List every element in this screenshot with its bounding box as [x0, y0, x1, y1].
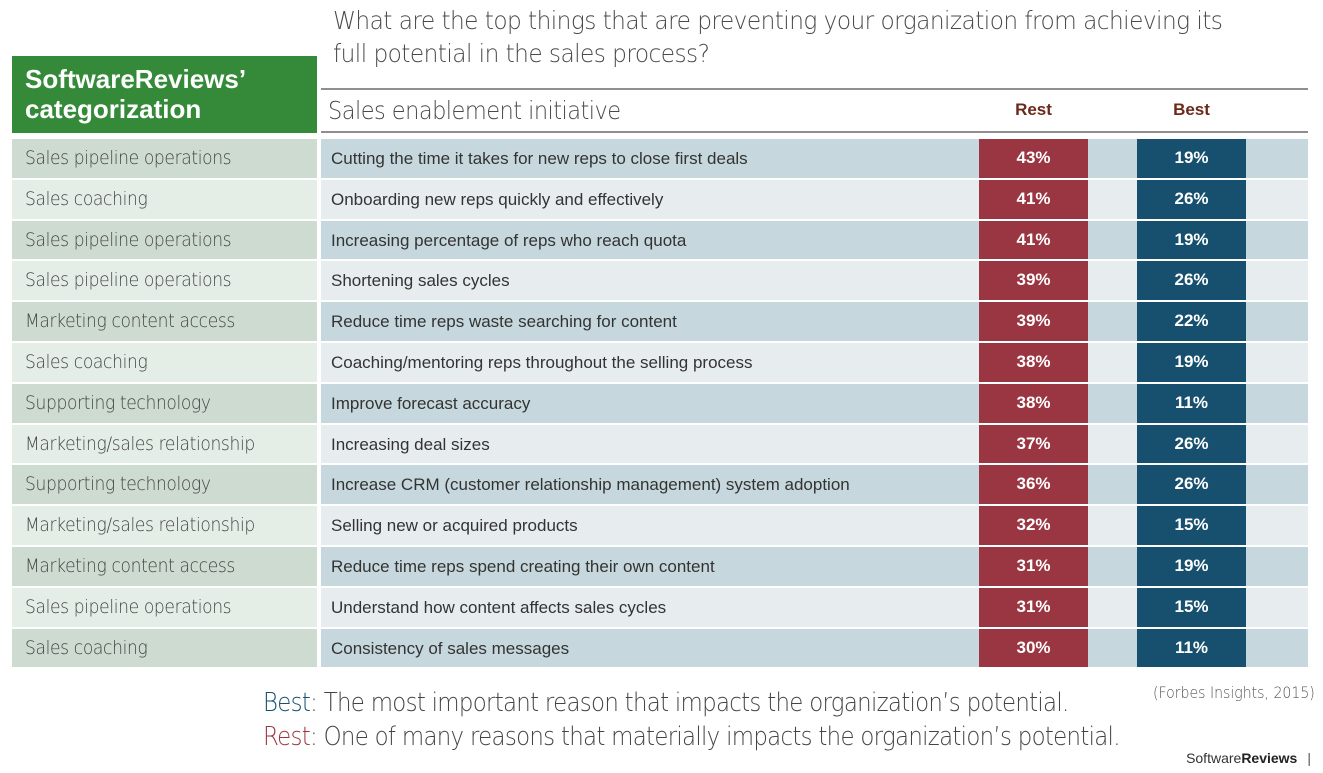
brand-bold: Reviews — [1241, 750, 1298, 766]
category-cell: Marketing/sales relationship — [12, 506, 317, 545]
rest-value-bar: 31% — [979, 587, 1088, 627]
table-row: Sales pipeline operations Shortening sal… — [12, 261, 1308, 301]
best-value-bar: 15% — [1137, 587, 1246, 627]
rest-value-bar: 36% — [979, 465, 1088, 505]
legend: Best: The most important reason that imp… — [263, 686, 1120, 754]
category-cell: Marketing content access — [12, 546, 317, 586]
rest-column-header: Rest — [1015, 100, 1052, 119]
category-cell: Sales pipeline operations — [12, 261, 317, 301]
initiative-column-header: Sales enablement initiative — [328, 96, 621, 125]
brand-separator: | — [1307, 750, 1311, 766]
category-cell: Marketing/sales relationship — [12, 424, 317, 464]
best-value-bar: 19% — [1137, 220, 1246, 260]
best-value-bar: 26% — [1137, 179, 1246, 219]
table-row: Sales coaching Onboarding new reps quick… — [12, 179, 1308, 219]
brand-footer: SoftwareReviews | — [1186, 750, 1311, 766]
data-table-body: Sales pipeline operations Cutting the ti… — [12, 139, 1308, 669]
best-value-bar: 26% — [1137, 424, 1246, 464]
category-cell: Sales coaching — [12, 342, 317, 382]
rest-value-bar: 39% — [979, 302, 1088, 341]
table-row: Supporting technology Improve forecast a… — [12, 383, 1308, 423]
rest-value-bar: 37% — [979, 424, 1088, 464]
table-row: Sales pipeline operations Increasing per… — [12, 220, 1308, 260]
category-cell: Marketing content access — [12, 302, 317, 341]
category-cell: Sales coaching — [12, 179, 317, 219]
rest-value-bar: 32% — [979, 506, 1088, 545]
best-value-bar: 11% — [1137, 383, 1246, 423]
best-value-bar: 19% — [1137, 342, 1246, 382]
header-bottom-divider — [321, 131, 1308, 133]
header-top-divider — [321, 88, 1308, 90]
table-row: Marketing/sales relationship Increasing … — [12, 424, 1308, 464]
best-value-bar: 22% — [1137, 302, 1246, 341]
rest-value-bar: 41% — [979, 220, 1088, 260]
legend-best-text: : The most important reason that impacts… — [310, 688, 1069, 718]
table-row: Sales coaching Consistency of sales mess… — [12, 628, 1308, 668]
category-cell: Sales pipeline operations — [12, 220, 317, 260]
survey-question: What are the top things that are prevent… — [333, 6, 1223, 68]
brand-light: Software — [1186, 750, 1242, 766]
rest-value-bar: 39% — [979, 261, 1088, 301]
best-value-bar: 19% — [1137, 546, 1246, 586]
legend-rest-key: Rest — [263, 722, 311, 752]
source-citation: (Forbes Insights, 2015) — [1153, 683, 1315, 702]
rest-value-bar: 43% — [979, 139, 1088, 178]
table-row: Sales pipeline operations Understand how… — [12, 587, 1308, 627]
rest-value-bar: 30% — [979, 628, 1088, 668]
category-cell: Sales coaching — [12, 628, 317, 668]
table-row: Sales coaching Coaching/mentoring reps t… — [12, 342, 1308, 382]
rest-value-bar: 41% — [979, 179, 1088, 219]
legend-best-key: Best — [263, 688, 311, 718]
best-value-bar: 15% — [1137, 506, 1246, 545]
table-row: Marketing content access Reduce time rep… — [12, 302, 1308, 341]
best-value-bar: 11% — [1137, 628, 1246, 668]
best-value-bar: 26% — [1137, 465, 1246, 505]
rest-value-bar: 38% — [979, 342, 1088, 382]
table-row: Supporting technology Increase CRM (cust… — [12, 465, 1308, 505]
table-row: Marketing content access Reduce time rep… — [12, 546, 1308, 586]
category-column-header: SoftwareReviews’ categorization — [12, 56, 317, 133]
category-cell: Supporting technology — [12, 465, 317, 505]
best-value-bar: 19% — [1137, 139, 1246, 178]
best-value-bar: 26% — [1137, 261, 1246, 301]
legend-best: Best: The most important reason that imp… — [263, 686, 1120, 720]
rest-value-bar: 31% — [979, 546, 1088, 586]
legend-rest-text: : One of many reasons that materially im… — [310, 722, 1120, 752]
table-row: Marketing/sales relationship Selling new… — [12, 506, 1308, 545]
legend-rest: Rest: One of many reasons that materiall… — [263, 720, 1120, 754]
category-cell: Supporting technology — [12, 383, 317, 423]
category-cell: Sales pipeline operations — [12, 139, 317, 178]
table-row: Sales pipeline operations Cutting the ti… — [12, 139, 1308, 178]
category-cell: Sales pipeline operations — [12, 587, 317, 627]
best-column-header: Best — [1173, 100, 1210, 119]
rest-value-bar: 38% — [979, 383, 1088, 423]
